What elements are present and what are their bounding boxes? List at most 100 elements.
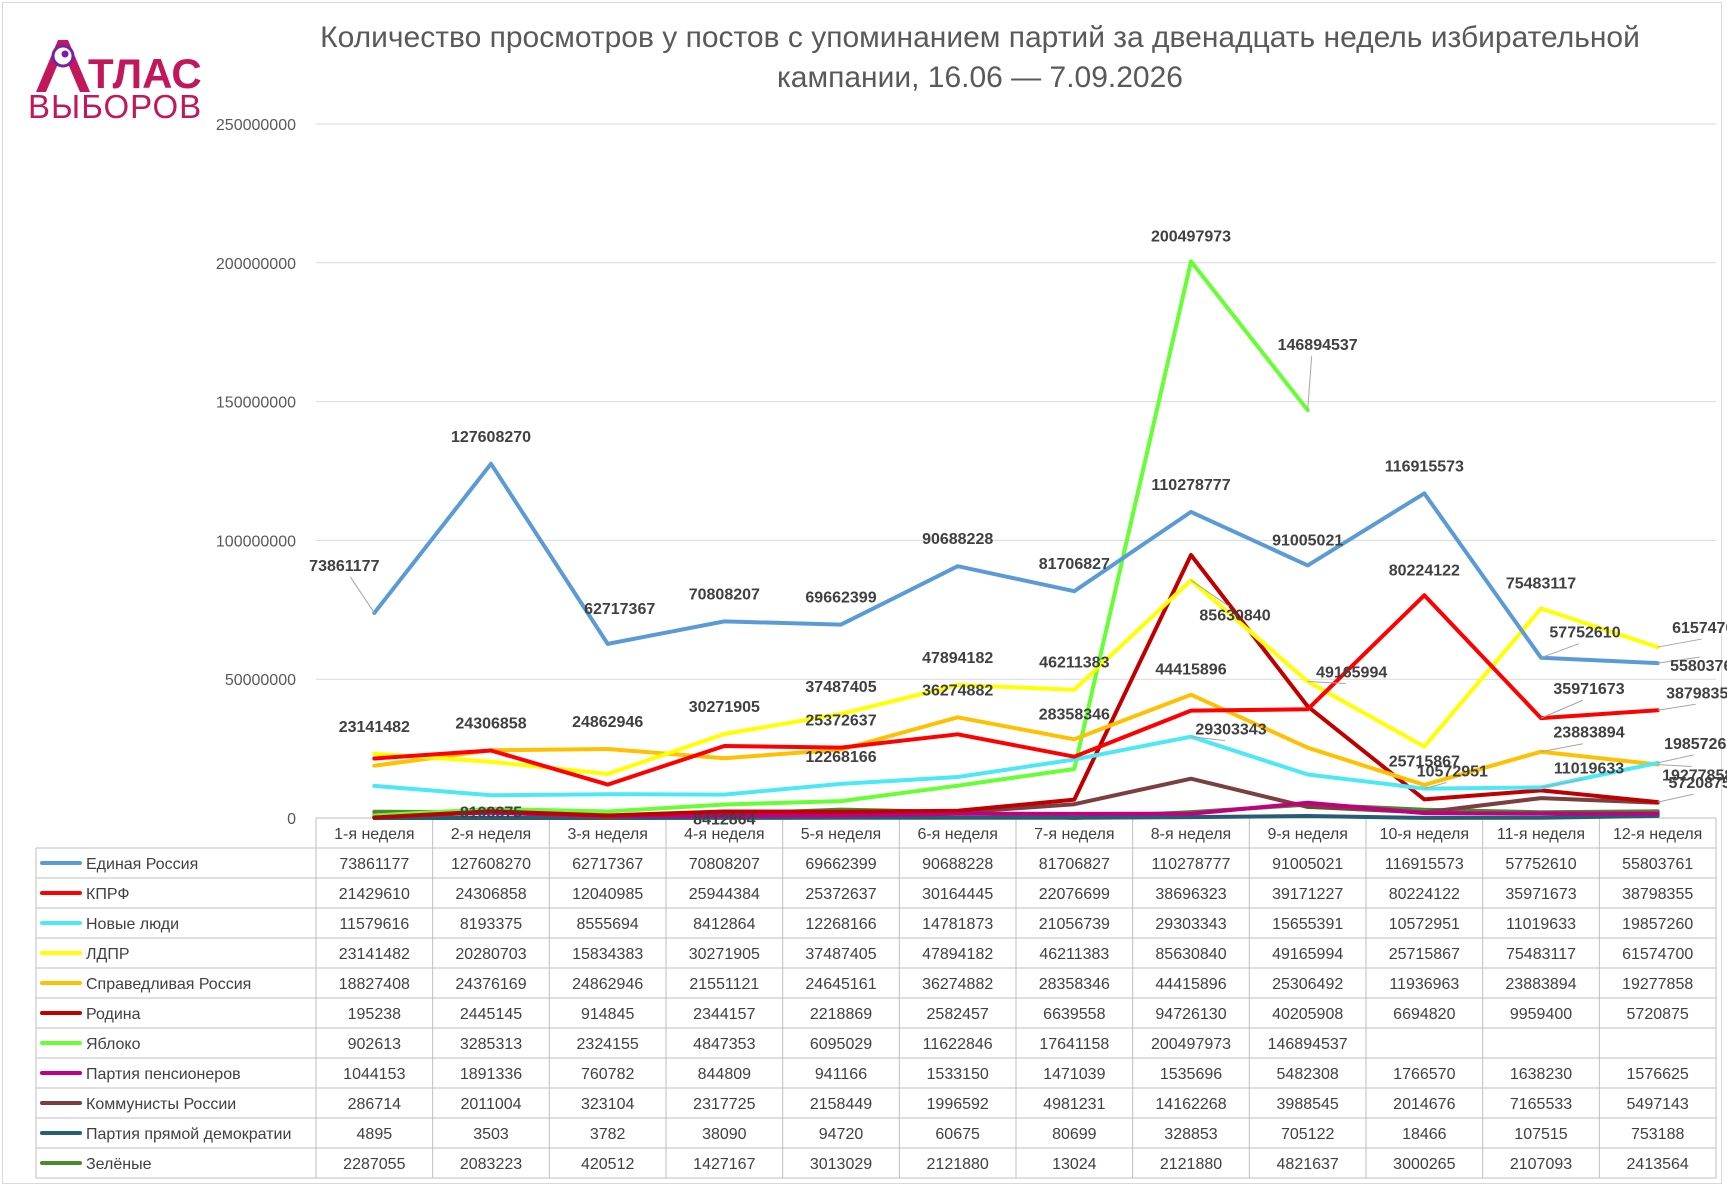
table-cell-value: 12040985 <box>572 886 643 903</box>
table-cell-value: 40205908 <box>1272 1006 1343 1023</box>
chart-title-line-2: кампании, 16.06 — 7.09.2026 <box>777 61 1183 94</box>
table-cell-value: 2317725 <box>693 1096 755 1113</box>
table-cell-value: 2121880 <box>927 1156 989 1173</box>
table-cell-value: 37487405 <box>805 946 876 963</box>
logo-line1: ТЛАС <box>88 50 202 97</box>
table-cell-value: 3285313 <box>460 1036 522 1053</box>
data-label: 46211383 <box>1039 655 1109 672</box>
table-cell-value: 914845 <box>581 1006 634 1023</box>
data-label: 24306858 <box>455 716 526 733</box>
table-cell-value: 1996592 <box>927 1096 989 1113</box>
table-cell-value: 62717367 <box>572 856 643 873</box>
table-cell-value: 22076699 <box>1039 886 1110 903</box>
data-label-leader <box>1657 703 1696 711</box>
table-cell-value: 38798355 <box>1622 886 1693 903</box>
table-cell-value: 323104 <box>581 1096 634 1113</box>
table-cell-value: 60675 <box>935 1126 980 1143</box>
table-cell-value: 1576625 <box>1627 1066 1689 1083</box>
y-tick-label: 150000000 <box>216 395 296 412</box>
data-label: 8193375 <box>460 804 522 821</box>
x-category-label: 10-я неделя <box>1380 826 1469 843</box>
data-label: 61574700 <box>1672 620 1727 637</box>
table-cell-value: 6095029 <box>810 1036 872 1053</box>
table-cell-value: 18827408 <box>339 976 410 993</box>
table-cell-value: 902613 <box>348 1036 401 1053</box>
data-label-leader <box>1307 681 1346 685</box>
table-cell-value: 25306492 <box>1272 976 1343 993</box>
table-cell-value: 8555694 <box>577 916 639 933</box>
data-label-leader <box>349 576 375 614</box>
data-label-leader <box>1540 699 1584 719</box>
table-cell-value: 110278777 <box>1152 856 1231 873</box>
series-line <box>372 461 1660 666</box>
table-cell-value: 38090 <box>702 1126 747 1143</box>
table-cell-value: 3782 <box>590 1126 626 1143</box>
table-cell-value: 12268166 <box>805 916 876 933</box>
data-label: 81706827 <box>1039 556 1110 573</box>
table-cell-value: 5720875 <box>1627 1006 1689 1023</box>
table-cell-value: 2121880 <box>1160 1156 1222 1173</box>
table-cell-value: 73861177 <box>339 856 409 873</box>
table-cell-value: 28358346 <box>1039 976 1110 993</box>
table-cell-value: 1044153 <box>343 1066 405 1083</box>
table-cell-value: 35971673 <box>1505 886 1576 903</box>
table-cell-value: 941166 <box>815 1066 867 1083</box>
table-cell-value: 2344157 <box>693 1006 755 1023</box>
data-label-leader <box>1657 793 1694 803</box>
table-cell-value: 2107093 <box>1510 1156 1572 1173</box>
table-cell-value: 1471039 <box>1043 1066 1105 1083</box>
table-cell-value: 11936963 <box>1389 976 1459 993</box>
atlas-logo: ТЛАС ВЫБОРОВ <box>24 26 204 126</box>
legend-series-name: Партия прямой демократии <box>86 1126 291 1143</box>
table-cell-value: 75483117 <box>1506 946 1576 963</box>
data-label: 91005021 <box>1272 532 1343 549</box>
table-cell-value: 1533150 <box>927 1066 989 1083</box>
table-cell-value: 15655391 <box>1272 916 1343 933</box>
data-label-leader <box>1540 743 1584 753</box>
table-cell-value: 24376169 <box>455 976 526 993</box>
x-category-label: 11-я неделя <box>1497 826 1585 843</box>
legend-series-name: Яблоко <box>86 1036 141 1053</box>
table-cell-value: 30271905 <box>689 946 760 963</box>
data-label: 25715867 <box>1389 754 1460 771</box>
table-cell-value: 3013029 <box>810 1156 872 1173</box>
table-cell-value: 328853 <box>1164 1126 1217 1143</box>
table-cell-value: 760782 <box>581 1066 634 1083</box>
table-cell-value: 13024 <box>1052 1156 1097 1173</box>
table-cell-value: 23883894 <box>1505 976 1576 993</box>
y-tick-label: 0 <box>287 811 296 828</box>
table-cell-value: 116915573 <box>1385 856 1464 873</box>
table-cell-value: 24862946 <box>572 976 643 993</box>
table-cell-value: 4847353 <box>693 1036 755 1053</box>
data-label: 19277858 <box>1662 767 1727 784</box>
table-cell-value: 4821637 <box>1277 1156 1339 1173</box>
table-cell-value: 30164445 <box>922 886 993 903</box>
table-cell-value: 1535696 <box>1160 1066 1222 1083</box>
data-label: 8412864 <box>693 812 755 829</box>
table-cell-value: 1766570 <box>1393 1066 1455 1083</box>
table-cell-value: 286714 <box>348 1096 401 1113</box>
data-label: 62717367 <box>584 601 655 618</box>
table-cell-value: 146894537 <box>1268 1036 1348 1053</box>
x-category-label: 3-я неделя <box>567 826 647 843</box>
data-label: 110278777 <box>1151 477 1230 494</box>
data-label-leader <box>1540 778 1584 788</box>
table-cell-value: 14162268 <box>1155 1096 1226 1113</box>
table-cell-value: 15834383 <box>572 946 643 963</box>
table-cell-value: 80224122 <box>1389 886 1460 903</box>
data-label: 28358346 <box>1039 706 1110 723</box>
data-label: 70808207 <box>689 586 760 603</box>
table-cell-value: 127608270 <box>451 856 531 873</box>
data-label: 23141482 <box>339 719 410 736</box>
table-cell-value: 420512 <box>581 1156 634 1173</box>
data-label-leader <box>1307 356 1313 411</box>
legend-series-name: КПРФ <box>86 886 129 903</box>
table-cell-value: 14781873 <box>922 916 993 933</box>
series-line <box>372 734 1660 798</box>
table-cell-value: 94720 <box>819 1126 864 1143</box>
series-line <box>372 553 1660 820</box>
y-tick-label: 200000000 <box>216 256 296 273</box>
table-cell-value: 17641158 <box>1039 1036 1109 1053</box>
